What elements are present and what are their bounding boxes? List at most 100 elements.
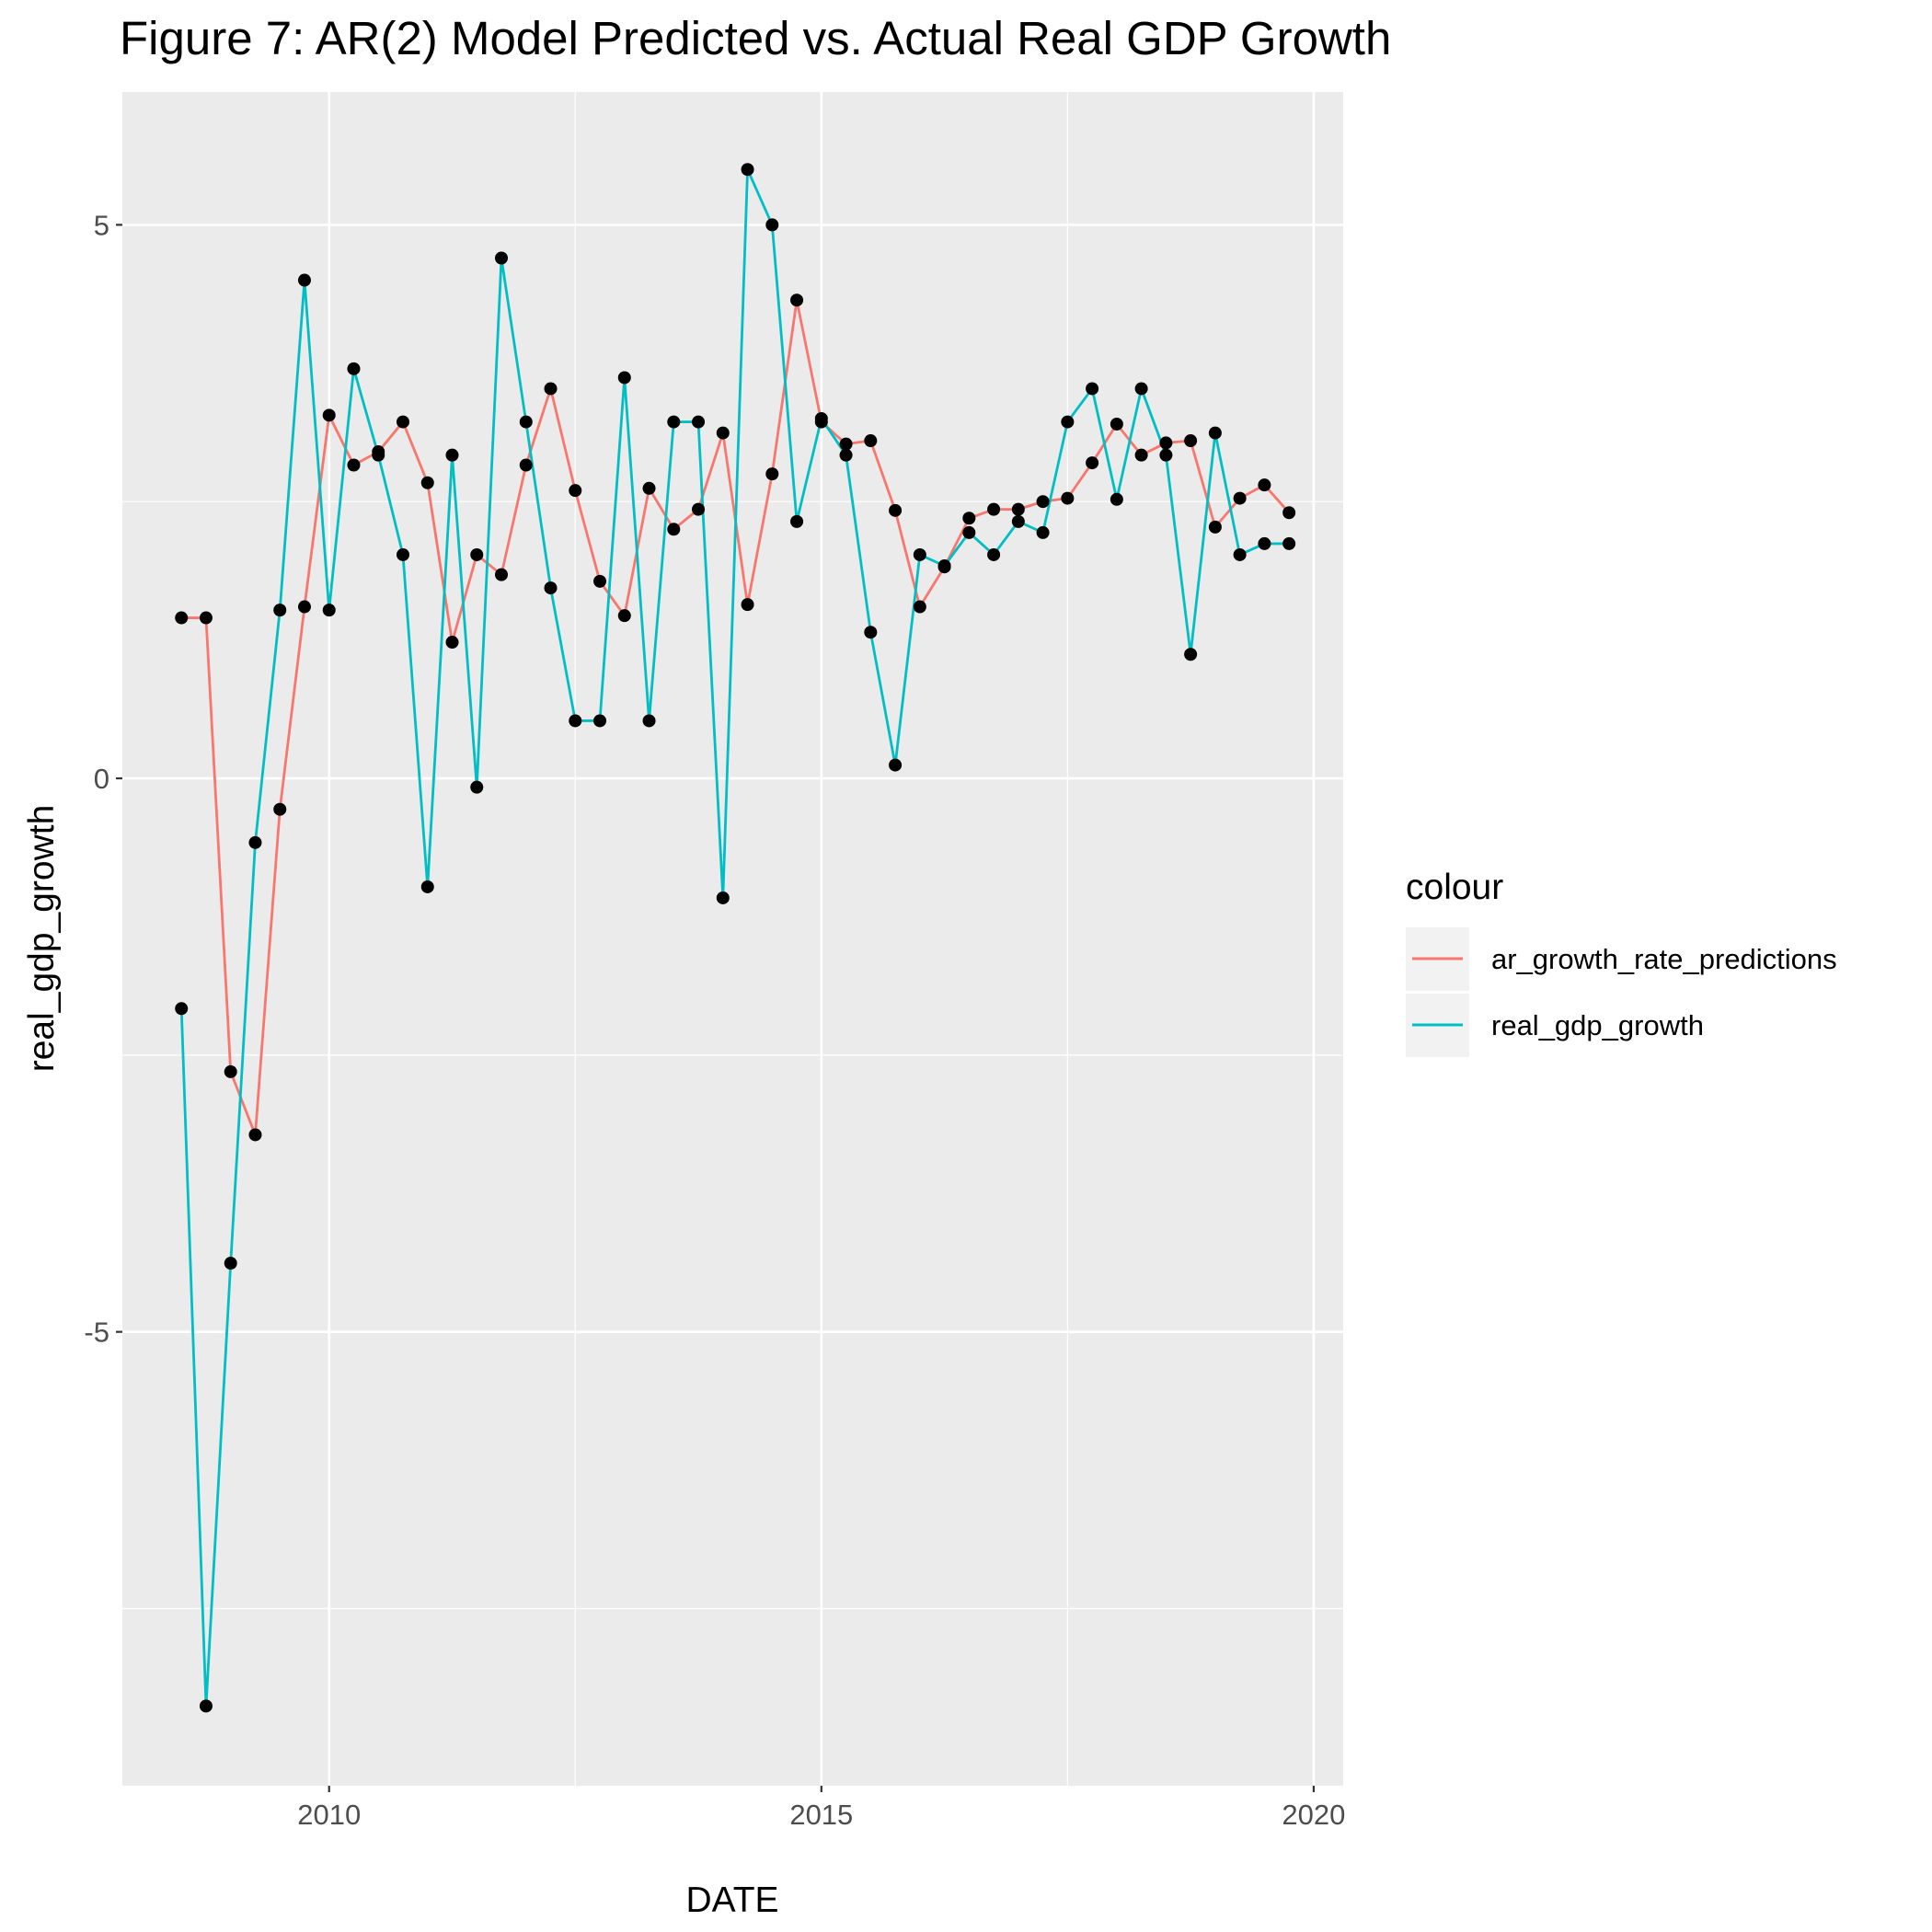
point-real-gdp-growth: [864, 626, 878, 639]
point-real-gdp-growth: [1011, 514, 1025, 528]
point-ar-growth-rate-predictions: [1134, 448, 1148, 462]
point-ar-growth-rate-predictions: [396, 415, 409, 429]
point-ar-growth-rate-predictions: [617, 609, 631, 623]
point-ar-growth-rate-predictions: [741, 598, 754, 612]
point-real-gdp-growth: [839, 448, 853, 462]
point-real-gdp-growth: [297, 273, 311, 287]
point-ar-growth-rate-predictions: [273, 802, 287, 816]
point-ar-growth-rate-predictions: [1061, 491, 1075, 505]
point-ar-growth-rate-predictions: [839, 437, 853, 451]
point-real-gdp-growth: [1208, 426, 1222, 440]
tick-labels: 2010 2015 2020 -5 0 5: [84, 209, 1345, 1831]
point-ar-growth-rate-predictions: [248, 1128, 262, 1142]
point-ar-growth-rate-predictions: [889, 503, 903, 517]
point-ar-growth-rate-predictions: [913, 600, 926, 614]
point-real-gdp-growth: [790, 514, 804, 528]
point-ar-growth-rate-predictions: [297, 600, 311, 614]
point-real-gdp-growth: [987, 547, 1001, 561]
point-ar-growth-rate-predictions: [1258, 478, 1271, 492]
point-ar-growth-rate-predictions: [790, 293, 804, 307]
series-lines: [179, 167, 1291, 1708]
y-tick-label: 0: [94, 763, 109, 795]
point-real-gdp-growth: [1159, 448, 1173, 462]
point-real-gdp-growth: [1134, 382, 1148, 396]
point-ar-growth-rate-predictions: [716, 426, 730, 440]
point-ar-growth-rate-predictions: [987, 502, 1001, 516]
legend-title: colour: [1406, 868, 1503, 907]
legend-label-real-gdp: real_gdp_growth: [1491, 1009, 1704, 1041]
point-real-gdp-growth: [224, 1257, 237, 1271]
point-ar-growth-rate-predictions: [199, 611, 213, 625]
grid-major: [122, 92, 1343, 1786]
point-real-gdp-growth: [544, 581, 558, 595]
chart-title: Figure 7: AR(2) Model Predicted vs. Actu…: [120, 12, 1392, 64]
point-ar-growth-rate-predictions: [692, 502, 706, 516]
y-tick-label: 5: [94, 209, 109, 241]
legend-label-ar-predictions: ar_growth_rate_predictions: [1491, 943, 1837, 975]
point-real-gdp-growth: [716, 891, 730, 904]
point-ar-growth-rate-predictions: [1233, 491, 1247, 505]
point-ar-growth-rate-predictions: [1036, 495, 1050, 509]
data-points: [175, 163, 1296, 1713]
point-real-gdp-growth: [445, 448, 459, 462]
point-real-gdp-growth: [1233, 547, 1247, 561]
y-tick-label: -5: [84, 1317, 109, 1349]
x-tick-label: 2010: [297, 1799, 361, 1831]
point-real-gdp-growth: [642, 714, 656, 728]
point-ar-growth-rate-predictions: [765, 467, 779, 481]
point-real-gdp-growth: [617, 371, 631, 385]
point-ar-growth-rate-predictions: [470, 547, 484, 561]
point-ar-growth-rate-predictions: [1086, 456, 1099, 470]
point-ar-growth-rate-predictions: [224, 1064, 237, 1078]
point-real-gdp-growth: [667, 415, 681, 429]
point-real-gdp-growth: [495, 251, 509, 265]
point-real-gdp-growth: [962, 525, 976, 539]
point-ar-growth-rate-predictions: [347, 458, 361, 472]
point-real-gdp-growth: [1086, 382, 1099, 396]
point-real-gdp-growth: [470, 780, 484, 794]
point-ar-growth-rate-predictions: [569, 484, 582, 498]
point-ar-growth-rate-predictions: [445, 636, 459, 650]
point-ar-growth-rate-predictions: [544, 382, 558, 396]
point-ar-growth-rate-predictions: [495, 568, 509, 581]
point-real-gdp-growth: [322, 604, 336, 617]
point-real-gdp-growth: [248, 835, 262, 849]
y-axis-title: real_gdp_growth: [22, 805, 62, 1073]
point-real-gdp-growth: [569, 714, 582, 728]
point-real-gdp-growth: [347, 362, 361, 375]
point-real-gdp-growth: [396, 547, 409, 561]
legend: colour ar_growth_rate_predictions real_g…: [1406, 868, 1837, 1057]
point-real-gdp-growth: [1184, 648, 1198, 661]
x-tick-label: 2020: [1282, 1799, 1345, 1831]
point-ar-growth-rate-predictions: [1282, 506, 1296, 520]
point-ar-growth-rate-predictions: [1011, 502, 1025, 516]
point-ar-growth-rate-predictions: [962, 512, 976, 525]
point-real-gdp-growth: [765, 218, 779, 232]
point-ar-growth-rate-predictions: [1208, 520, 1222, 534]
point-real-gdp-growth: [1110, 492, 1123, 506]
point-real-gdp-growth: [199, 1699, 213, 1713]
point-real-gdp-growth: [741, 163, 754, 177]
point-ar-growth-rate-predictions: [420, 476, 434, 489]
point-real-gdp-growth: [420, 880, 434, 893]
point-real-gdp-growth: [519, 415, 533, 429]
axis-ticks: [116, 224, 1315, 1792]
point-real-gdp-growth: [814, 411, 828, 425]
point-ar-growth-rate-predictions: [1110, 417, 1123, 431]
point-real-gdp-growth: [1282, 536, 1296, 550]
point-real-gdp-growth: [175, 1002, 189, 1016]
x-axis-title: DATE: [685, 1880, 778, 1920]
point-real-gdp-growth: [1036, 525, 1050, 539]
point-ar-growth-rate-predictions: [1184, 434, 1198, 448]
point-real-gdp-growth: [273, 604, 287, 617]
point-real-gdp-growth: [1258, 536, 1271, 550]
point-real-gdp-growth: [593, 714, 607, 728]
point-ar-growth-rate-predictions: [864, 434, 878, 448]
point-real-gdp-growth: [1061, 415, 1075, 429]
point-ar-growth-rate-predictions: [519, 458, 533, 472]
line-real-gdp-growth: [179, 167, 1290, 1708]
point-real-gdp-growth: [913, 547, 926, 561]
point-ar-growth-rate-predictions: [667, 523, 681, 536]
